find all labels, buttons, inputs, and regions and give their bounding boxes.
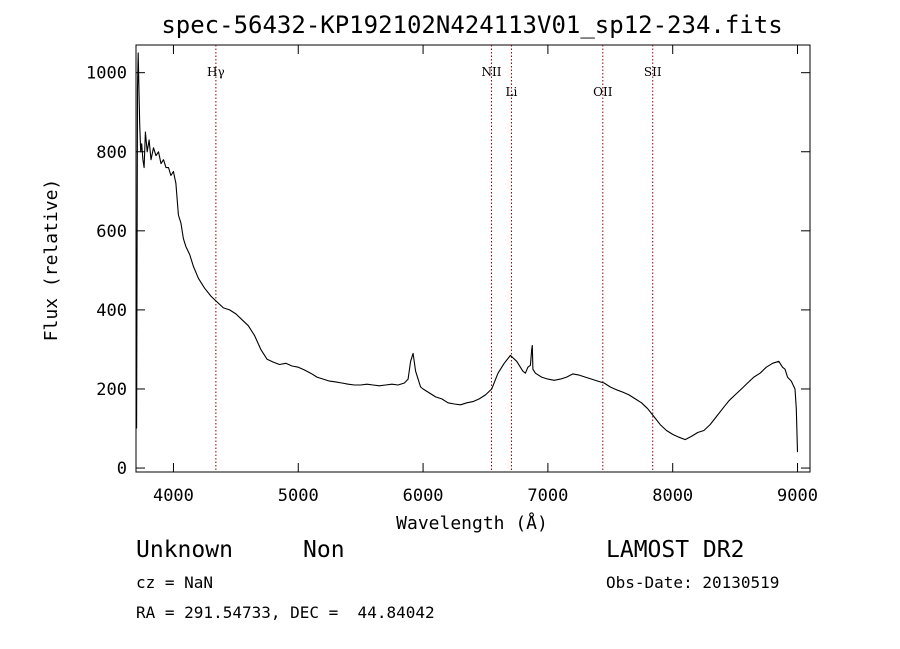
plot-frame — [135, 44, 811, 473]
series-layer — [136, 52, 799, 453]
spectrum-line — [136, 52, 799, 453]
object-subclass: Non — [303, 537, 345, 563]
survey-name: LAMOST DR2 — [606, 537, 745, 563]
x-tick-label: 5000 — [278, 486, 319, 506]
y-axis-label: Flux (relative) — [41, 179, 62, 342]
obs-date: Obs-Date: 20130519 — [606, 573, 780, 592]
spectral-line-label: Hγ — [207, 65, 225, 79]
y-tick-label: 600 — [96, 222, 127, 242]
redshift-value: cz = NaN — [136, 573, 214, 592]
spectral-line-label: NII — [481, 65, 501, 79]
chart-title: spec-56432-KP192102N424113V01_sp12-234.f… — [161, 11, 782, 39]
spectral-line-markers: Hγ NII Li OII SII — [207, 45, 662, 472]
x-axis-label: Wavelength (Å) — [396, 512, 548, 534]
x-tick-label: 6000 — [403, 486, 444, 506]
spectral-line-label: OII — [593, 85, 613, 99]
x-tick-label: 4000 — [153, 486, 194, 506]
x-tick-label: 9000 — [777, 486, 818, 506]
y-tick-label: 800 — [96, 143, 127, 163]
x-tick-label: 8000 — [652, 486, 693, 506]
y-tick-label: 200 — [96, 380, 127, 400]
axis-ticks: 4000 5000 6000 7000 8000 9000 0 200 400 600 800 100… — [86, 45, 818, 506]
y-tick-label: 400 — [96, 301, 127, 321]
coordinates: RA = 291.54733, DEC = 44.84042 — [136, 603, 435, 622]
y-tick-label: 1000 — [86, 64, 127, 84]
object-class: Unknown — [136, 537, 233, 563]
x-tick-label: 7000 — [527, 486, 568, 506]
spectral-line-label: SII — [644, 65, 662, 79]
spectral-line-label: Li — [506, 85, 518, 99]
y-tick-label: 0 — [117, 459, 127, 479]
